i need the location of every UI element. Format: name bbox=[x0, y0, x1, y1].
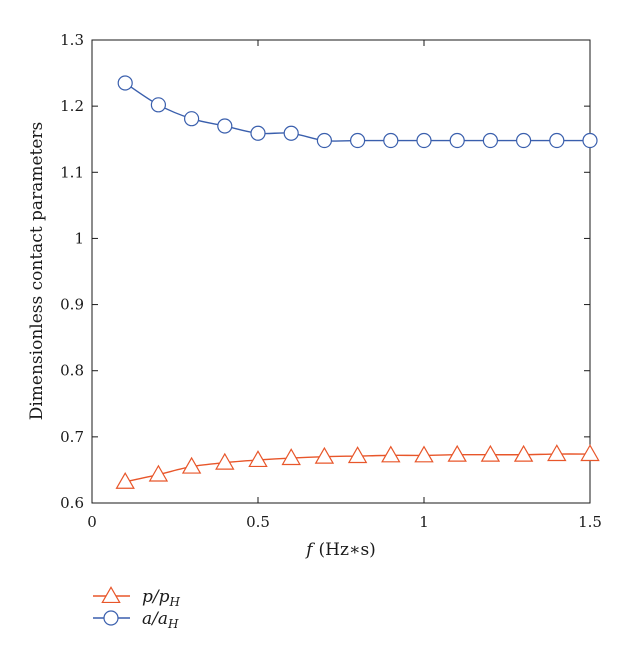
series-circle bbox=[117, 75, 598, 149]
y-tick-label: 0.6 bbox=[60, 494, 84, 512]
x-tick-label: 1.5 bbox=[578, 513, 602, 531]
data-point-triangle bbox=[248, 450, 268, 468]
data-point-circle bbox=[449, 132, 465, 149]
y-tick-label: 1.1 bbox=[60, 163, 84, 181]
data-point-circle bbox=[416, 132, 432, 149]
x-tick-label: 1 bbox=[419, 513, 429, 531]
data-point-triangle bbox=[215, 452, 235, 470]
legend-item: a/aH bbox=[93, 609, 179, 631]
data-point-circle bbox=[482, 132, 498, 149]
data-point-circle bbox=[316, 132, 332, 149]
legend-label: a/aH bbox=[142, 609, 179, 631]
x-axis-label: f (Hz∗s) bbox=[304, 540, 376, 560]
y-tick-label: 0.8 bbox=[60, 362, 84, 380]
data-point-circle bbox=[150, 97, 166, 113]
x-axis-unit: (Hz∗s) bbox=[318, 540, 375, 560]
data-point-circle bbox=[383, 132, 399, 149]
axis-ticks: 0 0.5 1 1.5 0.6 0.7 0.8 0.9 1 1.1 1.2 1.3 bbox=[60, 31, 602, 531]
data-point-circle bbox=[217, 118, 233, 134]
data-point-triangle bbox=[414, 445, 434, 463]
data-point-circle bbox=[350, 132, 366, 149]
data-point-triangle bbox=[347, 446, 368, 464]
legend-marker-circle bbox=[103, 610, 119, 626]
y-tick-label: 0.7 bbox=[60, 428, 84, 446]
y-tick-label: 1.2 bbox=[60, 97, 84, 115]
legend-label: p/pH bbox=[142, 587, 181, 609]
data-point-triangle bbox=[447, 444, 467, 462]
data-point-circle bbox=[515, 132, 532, 149]
legend-marker-triangle bbox=[101, 586, 121, 604]
data-point-triangle bbox=[314, 446, 335, 464]
x-tick-label: 0 bbox=[87, 513, 97, 531]
y-axis-label: Dimensionless contact parameters bbox=[27, 122, 47, 421]
plot-area: 0 0.5 1 1.5 0.6 0.7 0.8 0.9 1 1.1 1.2 1.3 bbox=[60, 31, 602, 531]
data-point-circle bbox=[582, 132, 598, 149]
y-tick-label: 1 bbox=[74, 229, 84, 247]
data-point-triangle bbox=[513, 444, 534, 462]
series-triangle bbox=[115, 444, 600, 489]
legend: p/pHa/aH bbox=[93, 586, 181, 631]
data-point-triangle bbox=[281, 448, 301, 466]
legend-item: p/pH bbox=[93, 586, 181, 609]
x-axis-variable: f bbox=[304, 540, 315, 560]
data-point-circle bbox=[549, 132, 565, 149]
series-layer bbox=[115, 75, 600, 489]
y-tick-label: 1.3 bbox=[60, 31, 84, 49]
data-point-triangle bbox=[115, 471, 135, 489]
x-tick-label: 0.5 bbox=[246, 513, 270, 531]
data-point-circle bbox=[250, 125, 266, 141]
data-point-circle bbox=[283, 125, 299, 141]
data-point-triangle bbox=[181, 456, 202, 474]
data-point-triangle bbox=[547, 444, 567, 462]
data-point-circle bbox=[117, 75, 133, 91]
data-point-triangle bbox=[381, 445, 401, 463]
data-point-triangle bbox=[480, 444, 501, 462]
y-tick-label: 0.9 bbox=[60, 296, 84, 314]
plot-frame bbox=[91, 39, 591, 504]
data-point-circle bbox=[184, 111, 200, 127]
data-point-triangle bbox=[580, 444, 600, 462]
data-point-triangle bbox=[148, 464, 169, 482]
